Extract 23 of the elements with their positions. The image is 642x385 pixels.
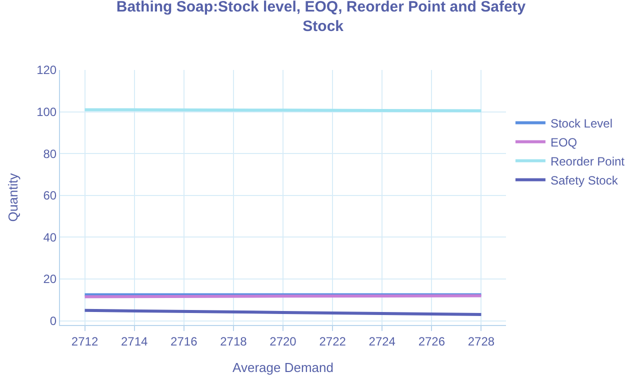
legend-label: Reorder Point <box>550 154 626 168</box>
x-tick-label: 2724 <box>368 334 396 348</box>
y-tick-label: 80 <box>43 146 57 161</box>
x-tick-label: 2714 <box>120 334 148 348</box>
y-tick-label: 120 <box>36 63 57 78</box>
y-tick-label: 0 <box>50 314 57 328</box>
legend-label: Stock Level <box>550 116 613 130</box>
x-tick-label: 2716 <box>170 334 198 348</box>
x-tick-label: 2720 <box>270 334 297 348</box>
x-tick-label: 2726 <box>418 334 446 348</box>
y-tick-label: 60 <box>43 188 57 203</box>
x-tick-label: 2718 <box>220 334 248 348</box>
y-axis-title: Quantity <box>6 172 21 222</box>
chart-title: Bathing Soap:Stock level, EOQ, Reorder Point and Safety Stock <box>116 0 526 36</box>
y-tick-label: 100 <box>36 105 57 119</box>
legend-label: EOQ <box>550 135 578 150</box>
x-axis-title: Average Demand <box>232 360 334 375</box>
y-tick-label: 20 <box>43 272 57 286</box>
y-tick-label: 40 <box>43 230 57 244</box>
legend-label: Safety Stock <box>550 173 619 188</box>
x-tick-label: 2722 <box>319 334 346 348</box>
x-tick-label: 2712 <box>71 334 98 348</box>
x-tick-label: 2728 <box>468 334 495 348</box>
